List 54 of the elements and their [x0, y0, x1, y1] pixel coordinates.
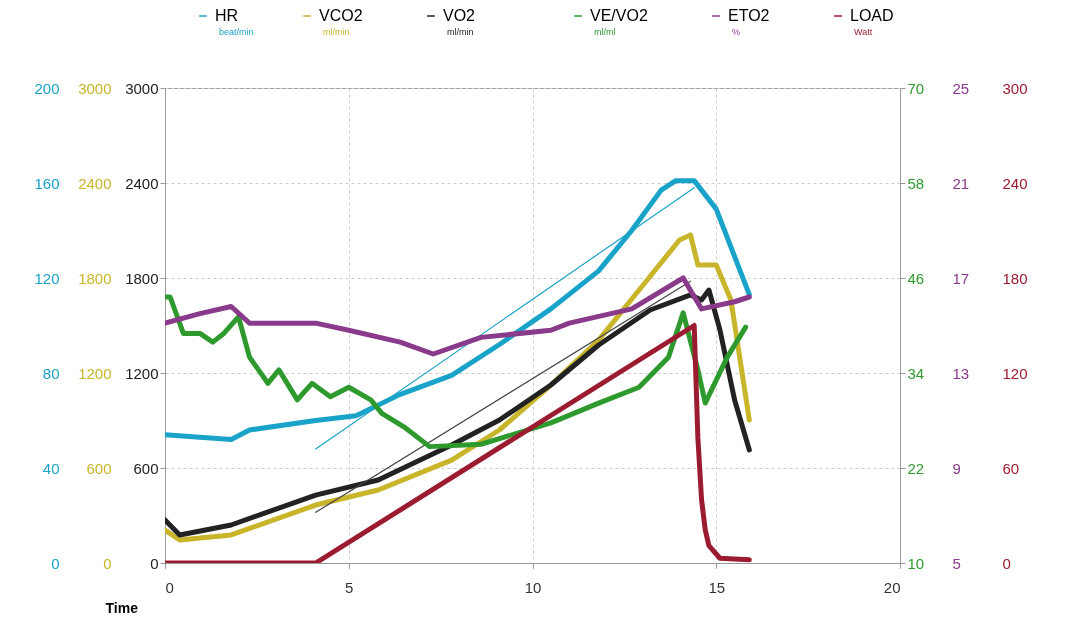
text: ml/min	[447, 27, 474, 37]
y-tick-label: 80	[42, 364, 60, 382]
legend-label: LOAD	[850, 7, 894, 24]
y3-tick-label: 1800	[78, 269, 112, 287]
y-tick-label: 34	[907, 364, 925, 382]
legend-label: HR	[215, 7, 239, 24]
y3-tick-label: 0	[103, 554, 112, 572]
y-tick-label: 160	[34, 174, 60, 192]
y3-tick-label: 300	[1002, 79, 1028, 97]
y2-tick-label: 0	[150, 554, 159, 572]
y2-tick-label: 1800	[125, 269, 159, 287]
legend-label: ETO2	[728, 7, 770, 24]
y2-tick-label: 9	[952, 459, 961, 477]
y-tick-label: 40	[42, 459, 60, 477]
y-tick-label: 22	[907, 459, 925, 477]
text: %	[732, 27, 741, 37]
y3-tick-label: 0	[1002, 554, 1011, 572]
y-tick-label: 46	[907, 269, 925, 287]
y2-tick-label: 17	[952, 269, 970, 287]
y3-tick-label: 180	[1002, 269, 1028, 287]
text: ml/ml	[594, 27, 616, 37]
text: beat/min	[219, 27, 254, 37]
legend-label: VE/VO2	[590, 7, 648, 24]
y3-tick-label: 1200	[78, 364, 112, 382]
x-tick-label: 15	[708, 578, 726, 596]
y2-tick-label: 3000	[125, 79, 159, 97]
text: ml/min	[323, 27, 350, 37]
y2-tick-label: 13	[952, 364, 970, 382]
y2-tick-label: 600	[133, 459, 159, 477]
y2-tick-label: 21	[952, 174, 970, 192]
y-tick-label: 120	[34, 269, 60, 287]
y3-tick-label: 3000	[78, 79, 112, 97]
y2-tick-label: 1200	[125, 364, 159, 382]
legend-label: VO2	[443, 7, 476, 24]
legend-label: VCO2	[319, 7, 363, 24]
y3-tick-label: 120	[1002, 364, 1028, 382]
x-axis-title: Time	[105, 599, 139, 616]
x-tick-label: 0	[165, 578, 174, 596]
x-tick-label: 20	[883, 578, 901, 596]
y-tick-label: 200	[34, 79, 60, 97]
y3-tick-label: 240	[1002, 174, 1028, 192]
text: Watt	[854, 27, 873, 37]
y-tick-label: 70	[907, 79, 925, 97]
y-tick-label: 58	[907, 174, 925, 192]
y-tick-label: 10	[907, 554, 925, 572]
y2-tick-label: 2400	[125, 174, 159, 192]
y3-tick-label: 60	[1002, 459, 1020, 477]
y3-tick-label: 2400	[78, 174, 112, 192]
y2-tick-label: 25	[952, 79, 970, 97]
y2-tick-label: 5	[952, 554, 961, 572]
x-tick-label: 5	[345, 578, 354, 596]
y-tick-label: 0	[51, 554, 60, 572]
x-tick-label: 10	[524, 578, 542, 596]
y3-tick-label: 600	[86, 459, 112, 477]
